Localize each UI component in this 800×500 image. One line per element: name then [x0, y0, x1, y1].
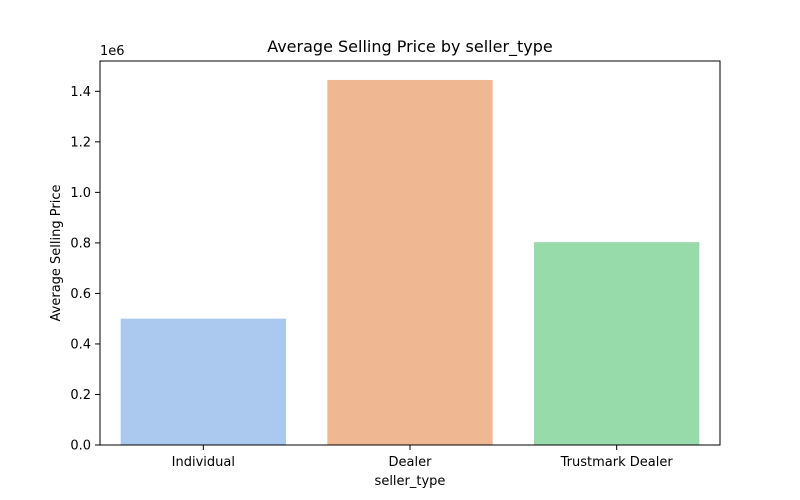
chart-title: Average Selling Price by seller_type	[267, 37, 553, 57]
y-axis-ticks: 0.0 0.2 0.4 0.6 0.8 1.0 1.2 1.4	[70, 85, 100, 454]
x-axis-label: seller_type	[375, 474, 446, 489]
x-axis-ticks: Individual Dealer Trustmark Dealer	[172, 445, 674, 470]
y-axis-offset-label: 1e6	[100, 44, 125, 59]
y-tick-label: 1.4	[70, 85, 91, 100]
x-tick-label: Individual	[172, 455, 235, 470]
y-tick-label: 0.2	[70, 388, 91, 403]
bar-individual	[120, 318, 287, 445]
bar-trustmark-dealer	[534, 242, 700, 445]
y-tick-label: 0.4	[70, 337, 91, 352]
y-tick-label: 0.0	[70, 439, 91, 454]
x-tick-label: Dealer	[389, 455, 433, 470]
y-tick-label: 0.6	[70, 287, 91, 302]
bar-dealer	[327, 79, 493, 446]
bars-layer	[120, 79, 700, 446]
y-tick-label: 0.8	[70, 236, 91, 251]
y-axis-label: Average Selling Price	[49, 185, 64, 322]
y-tick-label: 1.2	[70, 135, 91, 150]
plot-frame	[99, 60, 721, 446]
y-tick-label: 1.0	[70, 186, 91, 201]
x-tick-label: Trustmark Dealer	[560, 455, 674, 470]
